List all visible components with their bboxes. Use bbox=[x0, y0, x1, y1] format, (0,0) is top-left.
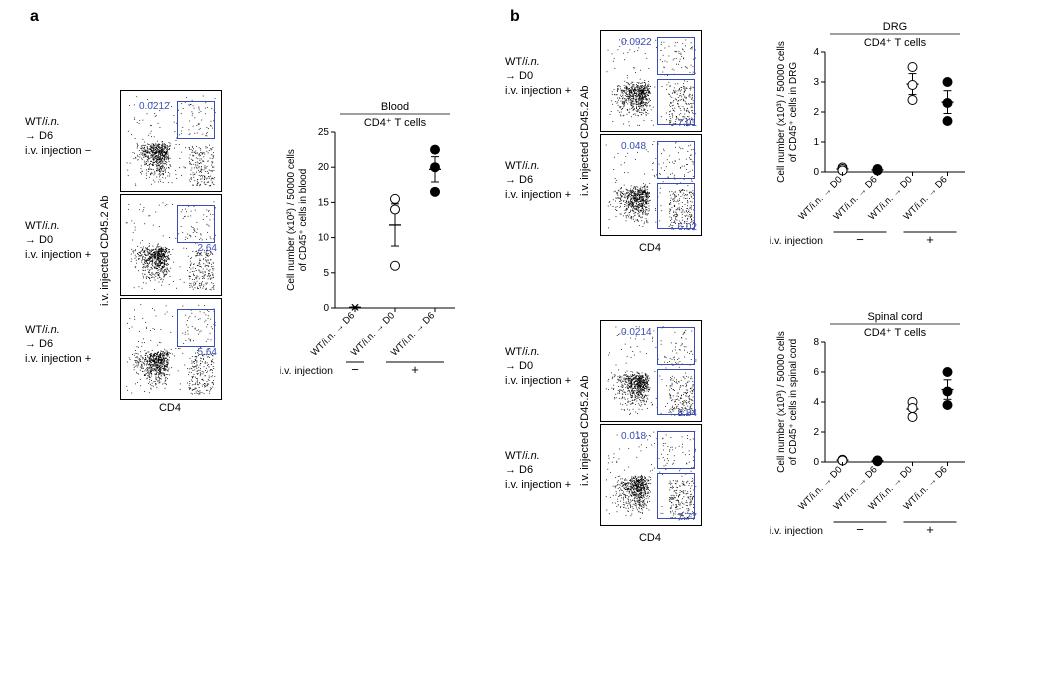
facs-plot: 2.64 bbox=[120, 194, 222, 296]
svg-text:of CD45⁺ cells in DRG: of CD45⁺ cells in DRG bbox=[788, 62, 799, 163]
svg-text:of CD45⁺ cells in blood: of CD45⁺ cells in blood bbox=[298, 169, 309, 272]
chart-drg-svg: DRG CD4⁺ T cells 0 1 2 3 4 Cell number (x10³) /… bbox=[770, 20, 970, 250]
facs-plot: 5.64 bbox=[120, 298, 222, 400]
facs-y-label-spinal: i.v. injected CD45.2 Ab bbox=[579, 366, 591, 486]
condition-label: WT/i.n.→ D0i.v. injection + bbox=[25, 219, 91, 262]
svg-text:CD4⁺ T cells: CD4⁺ T cells bbox=[864, 37, 927, 49]
svg-text:+: + bbox=[411, 362, 419, 377]
facs-x-label-spinal: CD4 bbox=[600, 532, 700, 544]
svg-text:+: + bbox=[926, 232, 934, 247]
svg-text:25: 25 bbox=[318, 127, 330, 138]
chart-a-svg: Blood CD4⁺ T cells 0 5 10 15 20 25 Cell number (… bbox=[280, 100, 460, 380]
svg-text:5: 5 bbox=[323, 268, 329, 279]
svg-text:1: 1 bbox=[813, 137, 819, 148]
svg-text:Cell number (x10²) / 50000 cel: Cell number (x10²) / 50000 cells bbox=[286, 149, 297, 291]
svg-text:0: 0 bbox=[323, 303, 329, 314]
condition-label: WT/i.n.→ D6i.v. injection + bbox=[505, 449, 571, 492]
svg-text:−: − bbox=[351, 362, 359, 377]
svg-text:2: 2 bbox=[813, 107, 819, 118]
svg-text:20: 20 bbox=[318, 162, 330, 173]
panel-b-drg-chart: DRG CD4⁺ T cells 0 1 2 3 4 Cell number (x10³) /… bbox=[770, 20, 970, 250]
svg-text:i.v. injection: i.v. injection bbox=[770, 235, 823, 247]
svg-text:i.v. injection: i.v. injection bbox=[280, 365, 333, 377]
facs-plot: 0.0212 bbox=[120, 90, 222, 192]
svg-text:DRG: DRG bbox=[883, 21, 907, 33]
panel-a-label: a bbox=[30, 8, 39, 26]
condition-label: WT/i.n.→ D0i.v. injection + bbox=[505, 55, 571, 98]
condition-label: WT/i.n.→ D6i.v. injection + bbox=[505, 159, 571, 202]
svg-text:0: 0 bbox=[813, 167, 819, 178]
svg-text:Cell number (x10³) / 50000 cel: Cell number (x10³) / 50000 cells bbox=[776, 41, 787, 183]
facs-x-label-drg: CD4 bbox=[600, 242, 700, 254]
panel-a-chart: Blood CD4⁺ T cells 0 5 10 15 20 25 Cell number (… bbox=[280, 100, 460, 380]
facs-x-label-a: CD4 bbox=[120, 402, 220, 414]
condition-label: WT/i.n.→ D6i.v. injection + bbox=[25, 323, 91, 366]
condition-label: WT/i.n.→ D6i.v. injection − bbox=[25, 115, 91, 158]
facs-plot: 0.0187.77 bbox=[600, 424, 702, 526]
svg-text:10: 10 bbox=[318, 233, 330, 244]
facs-plot: 0.02148.84 bbox=[600, 320, 702, 422]
panel-b-spinal-chart: Spinal cordCD4⁺ T cells02468Cell number … bbox=[770, 310, 970, 540]
condition-label: WT/i.n.→ D0i.v. injection + bbox=[505, 345, 571, 388]
svg-text:CD4⁺ T cells: CD4⁺ T cells bbox=[364, 117, 427, 129]
facs-plot: 0.09227.01 bbox=[600, 30, 702, 132]
svg-text:Blood: Blood bbox=[381, 101, 409, 113]
svg-text:3: 3 bbox=[813, 77, 819, 88]
facs-y-label-a: i.v. injected CD45.2 Ab bbox=[99, 186, 111, 306]
svg-text:−: − bbox=[856, 232, 864, 247]
svg-text:15: 15 bbox=[318, 197, 330, 208]
chart-spinal-svg: Spinal cordCD4⁺ T cells02468Cell number … bbox=[770, 310, 970, 540]
svg-text:4: 4 bbox=[813, 47, 819, 58]
panel-b-label: b bbox=[510, 8, 520, 26]
facs-plot: 0.0486.02 bbox=[600, 134, 702, 236]
facs-y-label-drg: i.v. injected CD45.2 Ab bbox=[579, 76, 591, 196]
